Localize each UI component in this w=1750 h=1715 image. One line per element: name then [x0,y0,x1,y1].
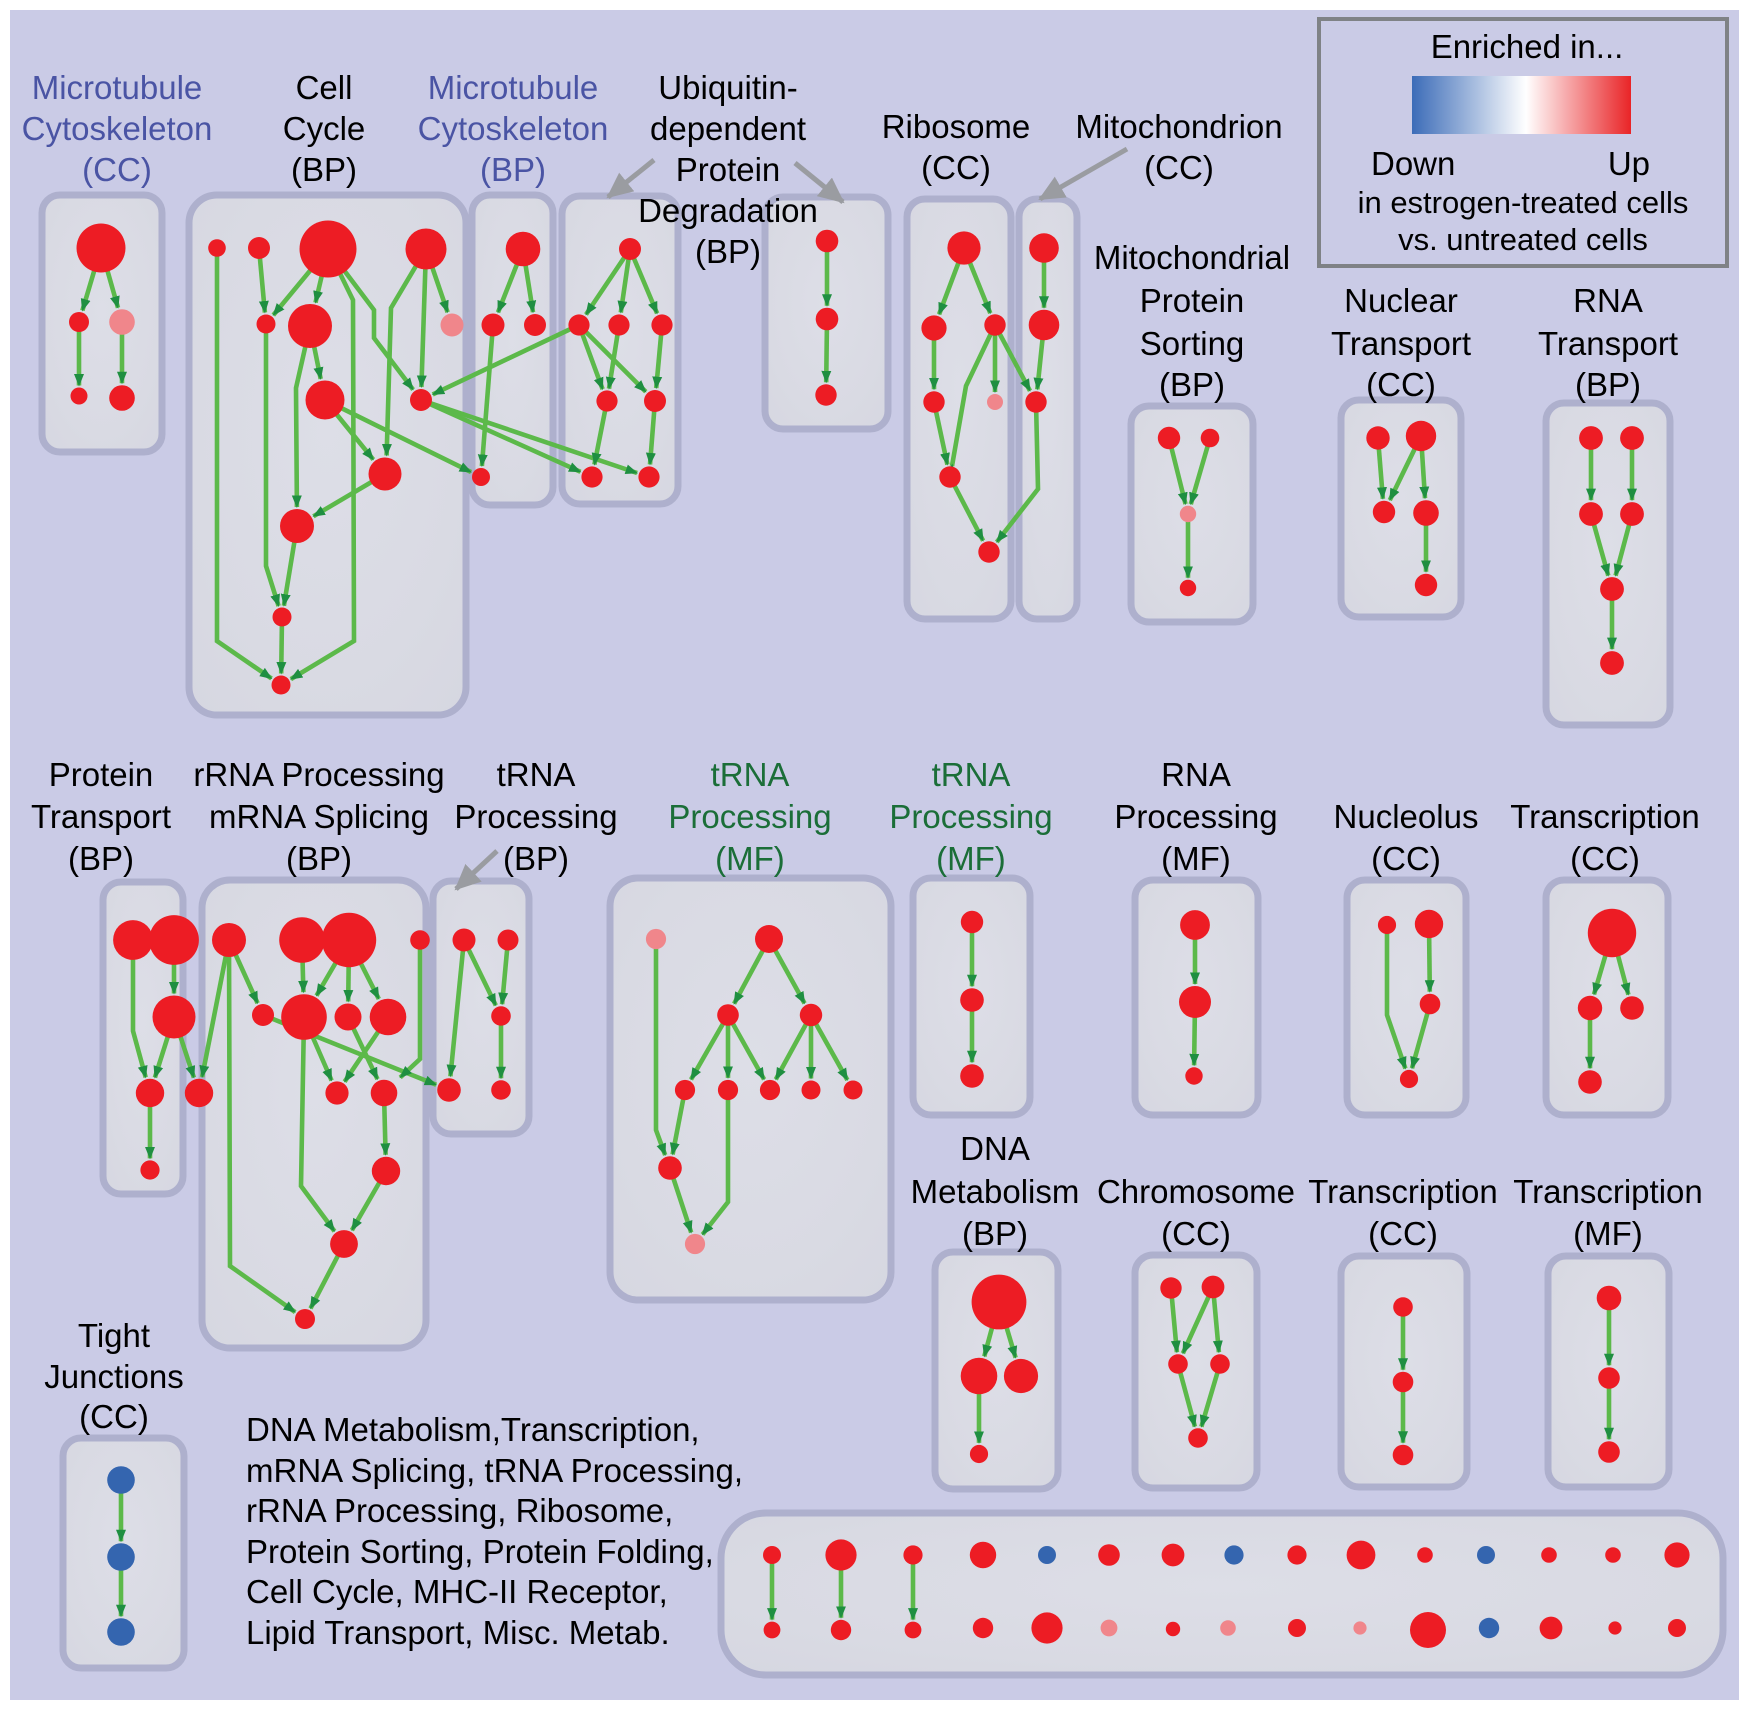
svg-text:Protein: Protein [676,151,781,188]
svg-text:(CC): (CC) [82,151,152,188]
svg-text:Junctions: Junctions [44,1358,183,1395]
svg-text:Cytoskeleton: Cytoskeleton [22,110,213,147]
svg-text:(BP): (BP) [503,840,569,877]
svg-text:Cell: Cell [296,69,353,106]
svg-text:Chromosome: Chromosome [1097,1173,1295,1210]
svg-text:Microtubule: Microtubule [32,69,203,106]
svg-text:(CC): (CC) [1368,1215,1438,1252]
svg-text:Cytoskeleton: Cytoskeleton [418,110,609,147]
svg-text:(CC): (CC) [921,149,991,186]
svg-text:DNA Metabolism,Transcription,: DNA Metabolism,Transcription, [246,1411,700,1448]
svg-text:(BP): (BP) [695,233,761,270]
svg-text:Microtubule: Microtubule [428,69,599,106]
svg-text:mRNA Splicing: mRNA Splicing [209,798,429,835]
svg-text:dependent: dependent [650,110,806,147]
svg-text:(CC): (CC) [1366,366,1436,403]
svg-text:Lipid Transport, Misc. Metab.: Lipid Transport, Misc. Metab. [246,1614,670,1651]
svg-text:(MF): (MF) [1161,840,1231,877]
svg-text:rRNA Processing: rRNA Processing [193,756,444,793]
svg-text:Degradation: Degradation [638,192,818,229]
svg-text:(CC): (CC) [79,1398,149,1435]
svg-text:Transport: Transport [1538,325,1678,362]
svg-text:(CC): (CC) [1144,149,1214,186]
svg-text:(MF): (MF) [715,840,785,877]
svg-text:Nucleolus: Nucleolus [1334,798,1479,835]
svg-text:Transcription: Transcription [1510,798,1700,835]
svg-text:Ribosome: Ribosome [882,108,1031,145]
svg-text:Nuclear: Nuclear [1344,282,1458,319]
svg-text:(CC): (CC) [1371,840,1441,877]
svg-text:Transcription: Transcription [1308,1173,1498,1210]
svg-text:Transport: Transport [31,798,171,835]
svg-text:Mitochondrion: Mitochondrion [1075,108,1282,145]
svg-text:tRNA: tRNA [711,756,790,793]
svg-text:vs. untreated cells: vs. untreated cells [1398,222,1648,257]
svg-text:Down: Down [1371,145,1455,182]
svg-text:(BP): (BP) [68,840,134,877]
svg-text:(MF): (MF) [1573,1215,1643,1252]
svg-text:Protein: Protein [49,756,154,793]
svg-text:Processing: Processing [454,798,617,835]
svg-text:mRNA Splicing, tRNA Processing: mRNA Splicing, tRNA Processing, [246,1452,743,1489]
svg-text:(BP): (BP) [962,1215,1028,1252]
svg-text:Mitochondrial: Mitochondrial [1094,239,1290,276]
svg-text:(MF): (MF) [936,840,1006,877]
svg-text:(BP): (BP) [1159,366,1225,403]
svg-text:Cell Cycle, MHC-II Receptor,: Cell Cycle, MHC-II Receptor, [246,1573,668,1610]
svg-text:Enriched in...: Enriched in... [1431,28,1624,65]
svg-text:Processing: Processing [1114,798,1277,835]
svg-text:tRNA: tRNA [932,756,1011,793]
svg-text:DNA: DNA [960,1130,1030,1167]
svg-text:Up: Up [1608,145,1650,182]
svg-text:(BP): (BP) [480,151,546,188]
svg-text:(BP): (BP) [291,151,357,188]
svg-text:Metabolism: Metabolism [911,1173,1080,1210]
svg-text:(BP): (BP) [1575,366,1641,403]
svg-text:tRNA: tRNA [497,756,576,793]
svg-text:Processing: Processing [668,798,831,835]
svg-text:Protein: Protein [1140,282,1245,319]
svg-text:Protein Sorting, Protein Foldi: Protein Sorting, Protein Folding, [246,1533,714,1570]
svg-text:in estrogen-treated cells: in estrogen-treated cells [1358,185,1689,220]
svg-text:Tight: Tight [78,1317,150,1354]
svg-text:Ubiquitin-: Ubiquitin- [658,69,797,106]
svg-text:Sorting: Sorting [1140,325,1245,362]
svg-text:Transport: Transport [1331,325,1471,362]
svg-text:(CC): (CC) [1570,840,1640,877]
svg-text:Transcription: Transcription [1513,1173,1703,1210]
svg-text:(CC): (CC) [1161,1215,1231,1252]
svg-text:rRNA Processing, Ribosome,: rRNA Processing, Ribosome, [246,1492,673,1529]
svg-text:RNA: RNA [1573,282,1643,319]
svg-text:RNA: RNA [1161,756,1231,793]
svg-text:Cycle: Cycle [283,110,366,147]
svg-text:(BP): (BP) [286,840,352,877]
svg-text:Processing: Processing [889,798,1052,835]
